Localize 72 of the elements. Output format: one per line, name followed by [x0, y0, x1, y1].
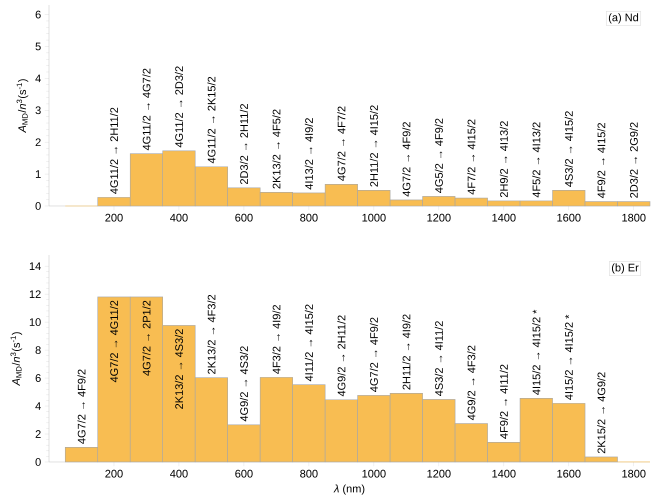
x-tick-label: 1400 — [492, 470, 516, 478]
x-tick-label: 400 — [170, 214, 188, 222]
annotation: 4S3/2 → 4I11/2 — [434, 321, 443, 396]
annotation: 4G7/2 → 4G11/2 — [110, 300, 118, 382]
x-axis-title: λ (nm) — [333, 484, 364, 495]
y-axis-title: A$_{MD}$/n$^{3}$(s$^{-1}$) — [16, 79, 28, 134]
y-tick-label: 5 — [36, 42, 41, 50]
y-tick-label: 4 — [35, 74, 41, 82]
annotation: 4G11/2 → 2K15/2 — [207, 76, 216, 164]
y-tick-label: 0 — [36, 458, 41, 466]
x-tick-label: 1800 — [622, 214, 646, 222]
annotation: 4F7/2 → 4I15/2 — [467, 120, 476, 195]
y-tick-label: 0 — [36, 202, 41, 210]
x-tick-label: 400 — [170, 470, 188, 478]
annotation: 4F3/2 → 4I9/2 — [272, 305, 280, 374]
annotation: 4S3/2 → 4I15/2 — [564, 111, 573, 187]
annotation: 4G9/2 → 2H11/2 — [337, 315, 346, 396]
y-tick-label: 6 — [36, 374, 41, 382]
annotation: 2K13/2 → 4F5/2 — [272, 110, 280, 189]
y-axis-title: A$_{MD}$/n$^{3}$(s$^{-1}$) — [10, 332, 22, 386]
annotation: 4G7/2 → 4F9/2 — [77, 369, 86, 444]
y-tick-label: 8 — [36, 346, 41, 354]
annotation: 4G11/2 → 2H11/2 — [110, 108, 118, 194]
x-tick-label: 1400 — [492, 214, 516, 222]
x-tick-label: 200 — [105, 470, 123, 478]
y-tick-label: 12 — [30, 290, 41, 298]
x-tick-label: 200 — [105, 214, 123, 222]
x-tick-label: 800 — [300, 470, 318, 478]
annotation: 2H11/2 → 4I15/2 — [370, 105, 378, 187]
x-tick-label: 800 — [300, 214, 318, 222]
annotation: 4G7/2 → 4F9/2 — [402, 122, 410, 196]
annotation: (b) Er — [612, 263, 639, 274]
x-tick-label: 600 — [235, 470, 253, 478]
annotation: 4I15/2 → 4I15/2 * — [564, 314, 573, 400]
y-tick-label: 4 — [35, 402, 41, 410]
annotation: 2D3/2 → 2H11/2 — [240, 104, 248, 184]
y-tick-label: 1 — [36, 170, 41, 178]
x-tick-label: 1200 — [427, 470, 451, 478]
x-tick-label: 600 — [235, 214, 253, 222]
annotation: 4I15/2 → 4I15/2 * — [532, 310, 540, 395]
y-tick-label: 2 — [36, 430, 41, 438]
y-tick-label: 6 — [36, 10, 41, 18]
annotation: 2K13/2 → 4F3/2 — [207, 294, 216, 374]
x-tick-label: 1000 — [362, 214, 386, 222]
x-tick-label: 1800 — [622, 470, 646, 478]
y-tick-label: 10 — [30, 318, 41, 326]
y-tick-label: 2 — [36, 138, 41, 146]
annotation: 2K13/2 → 4S3/2 — [174, 329, 183, 409]
y-tick-label: 3 — [36, 106, 41, 114]
annotation: 2K15/2 → 4G9/2 — [597, 372, 606, 454]
annotation: 4G7/2 → 2P1/2 — [142, 300, 151, 376]
annotation: 4F5/2 → 4I13/2 — [532, 122, 540, 198]
annotation: 4G11/2 → 4G7/2 — [142, 68, 151, 150]
x-tick-label: 1200 — [427, 214, 451, 222]
annotation: 4G7/2 → 4F9/2 — [370, 318, 378, 392]
annotation: 4G9/2 → 4S3/2 — [240, 346, 248, 422]
annotation: 2H11/2 → 4I9/2 — [402, 314, 410, 390]
annotation: 2H9/2 → 4I13/2 — [500, 121, 508, 198]
x-tick-label: 1600 — [557, 470, 581, 478]
y-tick-label: 14 — [30, 262, 41, 270]
annotation: 4G7/2 → 4F7/2 — [337, 106, 346, 181]
x-tick-label: 1000 — [362, 470, 386, 478]
annotation: 4G9/2 → 4F3/2 — [467, 346, 476, 420]
annotation: 4I11/2 → 4I15/2 — [304, 304, 313, 382]
annotation: 4F9/2 → 4I11/2 — [500, 364, 508, 439]
annotation: 2D3/2 → 2G9/2 — [630, 122, 638, 198]
annotation: 4G5/2 → 4F9/2 — [434, 118, 443, 193]
annotation: (a) Nd — [608, 13, 638, 24]
x-tick-label: 1600 — [557, 214, 581, 222]
annotation: 4I13/2 → 4I9/2 — [304, 118, 313, 190]
annotation: 4F9/2 → 4I15/2 — [597, 123, 606, 198]
annotation: 4G11/2 → 2D3/2 — [174, 66, 183, 148]
